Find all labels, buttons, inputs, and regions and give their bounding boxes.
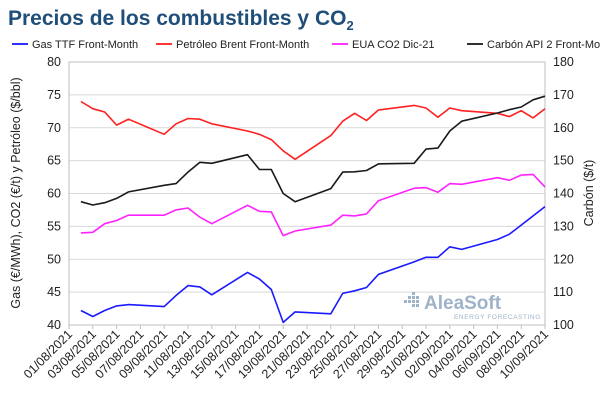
fuel-prices-chart: Precios de los combustibles y CO2 Gas TT… <box>0 0 600 416</box>
y-left-tick-label: 60 <box>47 187 61 201</box>
y-right-tick-label: 110 <box>553 285 573 299</box>
y-left-tick-label: 80 <box>47 55 61 69</box>
y-right-tick-label: 100 <box>553 318 574 332</box>
legend-label: Petróleo Brent Front-Month <box>176 39 309 51</box>
legend: Gas TTF Front-Month Petróleo Brent Front-… <box>12 39 600 51</box>
y-right-tick-label: 130 <box>553 219 574 233</box>
y-left-tick-label: 55 <box>47 219 61 233</box>
y-axis-right-label: Carbón ($/t) <box>582 160 596 227</box>
chart-title-subscript: 2 <box>346 18 353 33</box>
y-left-tick-label: 45 <box>47 285 61 299</box>
chart-title-main: Precios de los combustibles y CO <box>8 7 346 30</box>
watermark-tagline: ENERGY FORECASTING <box>454 314 541 321</box>
x-axis: 01/08/202103/08/202105/08/202107/08/2021… <box>21 325 551 381</box>
y-right-tick-label: 180 <box>553 55 574 69</box>
legend-label: Carbón API 2 Front-Month <box>487 39 600 51</box>
legend-label: EUA CO2 Dic-21 <box>352 39 435 51</box>
watermark-brand: AleaSoft <box>424 293 502 314</box>
y-left-tick-label: 70 <box>47 121 61 135</box>
y-right-tick-label: 160 <box>553 121 574 135</box>
y-left-tick-label: 40 <box>47 318 61 332</box>
y-axis-left-label: Gas (€/MWh), CO2 (€/t) y Petróleo ($/bbl… <box>9 77 23 308</box>
y-right-tick-label: 120 <box>553 252 574 266</box>
right-axis: 100 110 120 130 140 150 160 170 180 <box>553 55 574 332</box>
grid <box>69 62 545 325</box>
legend-label: Gas TTF Front-Month <box>32 39 138 51</box>
y-right-tick-label: 140 <box>553 187 574 201</box>
y-right-tick-label: 150 <box>553 154 574 168</box>
series-layer <box>81 96 545 322</box>
y-right-tick-label: 170 <box>553 88 574 102</box>
y-left-tick-label: 75 <box>47 88 61 102</box>
aleasoft-watermark: AleaSoft ENERGY FORECASTING <box>404 292 541 321</box>
aleasoft-logo-icon <box>404 292 419 307</box>
y-left-tick-label: 50 <box>47 252 61 266</box>
series-line-brent <box>81 102 545 160</box>
chart-title: Precios de los combustibles y CO2 <box>8 7 354 33</box>
series-line-coal-api2 <box>81 96 545 205</box>
y-left-tick-label: 65 <box>47 154 61 168</box>
left-axis: 40 45 50 55 60 65 70 75 80 <box>47 55 61 332</box>
